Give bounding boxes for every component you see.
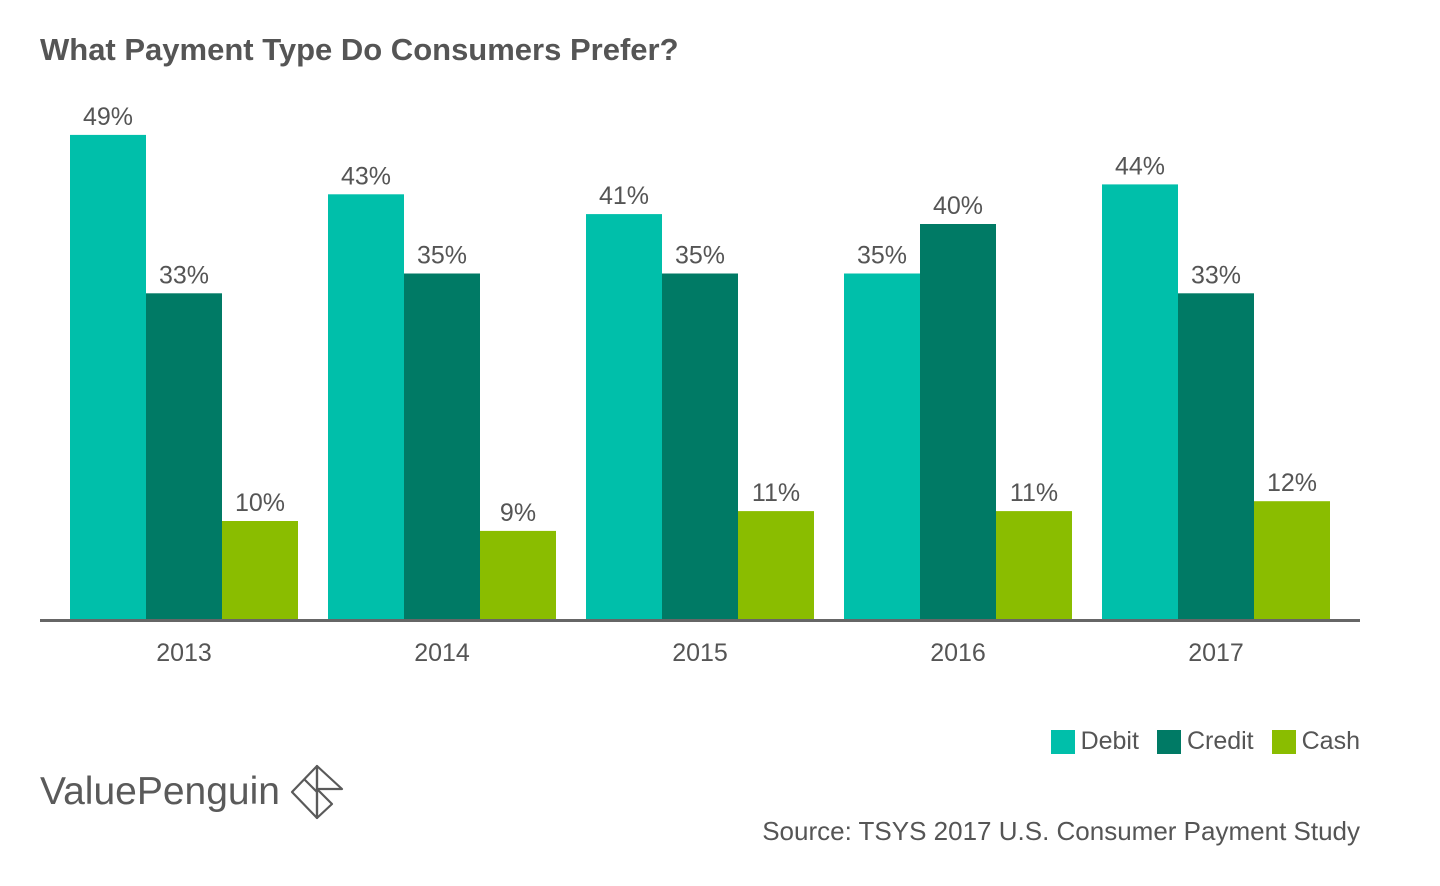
legend-label: Credit	[1186, 727, 1254, 755]
bar-credit-2013	[146, 293, 222, 620]
legend-label: Cash	[1301, 727, 1360, 755]
legend-item-cash: Cash	[1271, 727, 1360, 756]
data-label: 11%	[1010, 479, 1058, 507]
bar-debit-2017	[1102, 184, 1178, 620]
data-label: 44%	[1115, 152, 1165, 180]
bar-chart: 49% 33% 10% 2013 43% 35% 9% 2014 41% 35% 11% 2015 35…	[40, 103, 1360, 667]
x-tick-label: 2017	[1188, 639, 1244, 667]
x-tick-label: 2014	[414, 639, 470, 667]
data-label: 41%	[599, 182, 649, 210]
legend-item-credit: Credit	[1156, 727, 1254, 756]
data-label: 49%	[83, 103, 133, 131]
legend-label: Debit	[1080, 727, 1139, 755]
data-label: 12%	[1267, 469, 1317, 497]
bar-credit-2015	[662, 273, 738, 620]
x-tick-label: 2016	[930, 639, 986, 667]
data-label: 11%	[752, 479, 800, 507]
valuepenguin-logo: ValuePenguin	[40, 764, 344, 820]
bar-debit-2014	[328, 194, 404, 621]
bar-credit-2014	[404, 273, 480, 620]
chart-title: What Payment Type Do Consumers Prefer?	[40, 32, 679, 67]
data-label: 10%	[235, 489, 285, 517]
bar-cash-2013	[222, 521, 298, 620]
data-label: 35%	[417, 242, 467, 270]
legend-item-debit: Debit	[1050, 727, 1139, 756]
x-tick-label: 2015	[672, 639, 728, 667]
logo-mark-icon	[290, 764, 344, 820]
data-label: 33%	[159, 261, 209, 289]
legend-swatch-cash	[1271, 729, 1296, 754]
x-tick-label: 2013	[156, 639, 212, 667]
bar-credit-2016	[920, 224, 996, 620]
data-label: 9%	[500, 499, 536, 527]
bar-debit-2015	[586, 214, 662, 620]
data-label: 40%	[933, 192, 983, 220]
bar-debit-2016	[844, 273, 920, 620]
legend-swatch-debit	[1050, 729, 1075, 754]
bar-cash-2017	[1254, 501, 1330, 620]
bar-cash-2014	[480, 530, 556, 620]
bar-credit-2017	[1178, 293, 1254, 620]
bar-debit-2013	[70, 134, 146, 620]
data-label: 43%	[341, 162, 391, 190]
bar-cash-2016	[996, 511, 1072, 620]
data-label: 33%	[1191, 261, 1241, 289]
bar-cash-2015	[738, 511, 814, 620]
source-note: Source: TSYS 2017 U.S. Consumer Payment …	[762, 816, 1360, 846]
logo-text: ValuePenguin	[40, 770, 280, 813]
legend: Debit Credit Cash	[1050, 727, 1360, 756]
data-label: 35%	[857, 242, 907, 270]
data-label: 35%	[675, 242, 725, 270]
legend-swatch-credit	[1156, 729, 1181, 754]
